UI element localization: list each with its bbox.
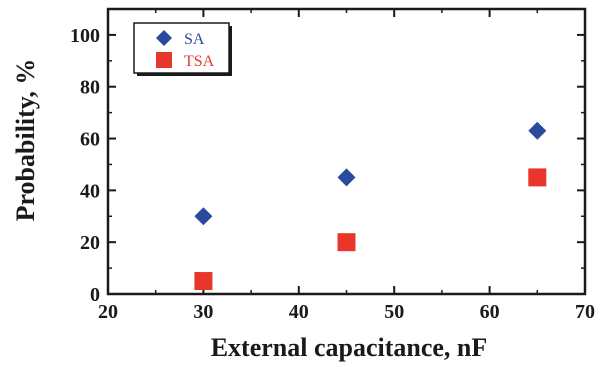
sa-point [528, 121, 547, 140]
legend: SA TSA [133, 22, 232, 76]
x-tick-label: 20 [98, 301, 118, 323]
x-tick-label: 60 [480, 301, 500, 323]
x-tick-label: 70 [575, 301, 595, 323]
tsa-point [194, 272, 213, 291]
legend-tsa-label: TSA [184, 53, 215, 70]
legend-box [133, 22, 230, 74]
legend-tsa-marker [156, 52, 172, 68]
x-axis-title: External capacitance, nF [211, 333, 488, 362]
sa-point [194, 207, 213, 226]
y-tick-label: 60 [80, 129, 100, 151]
tsa-point [337, 233, 356, 252]
y-tick-label: 100 [70, 25, 100, 47]
x-tick-label: 50 [384, 301, 404, 323]
legend-sa-marker [156, 30, 172, 46]
legend-sa-label: SA [184, 31, 205, 48]
y-tick-label: 20 [80, 232, 100, 254]
data-points [194, 121, 547, 291]
y-axis: 0 20 40 60 80 100 [70, 25, 585, 306]
x-tick-label: 30 [193, 301, 213, 323]
sa-point [337, 168, 356, 187]
y-tick-label: 0 [90, 284, 100, 306]
x-axis: 20 30 40 50 60 70 [98, 9, 595, 323]
x-tick-label: 40 [289, 301, 309, 323]
tsa-point [528, 168, 547, 187]
y-tick-label: 80 [80, 77, 100, 99]
y-tick-label: 40 [80, 180, 100, 202]
y-axis-title: Probability, % [11, 59, 40, 222]
